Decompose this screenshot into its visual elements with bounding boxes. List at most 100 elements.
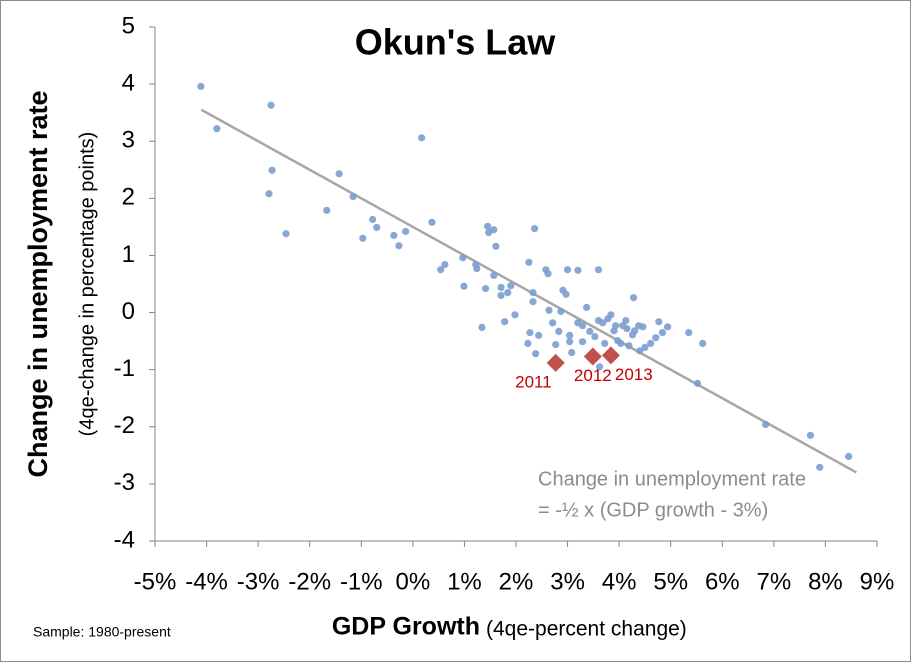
scatter-point [473, 264, 481, 273]
scatter-point [530, 225, 539, 233]
scatter-point [197, 82, 205, 90]
scatter-point [213, 125, 221, 133]
x-tick-label: -5% [134, 568, 177, 595]
y-tick-label: -1 [114, 355, 135, 382]
x-tick-label: 0% [396, 568, 431, 595]
scatter-point [544, 270, 552, 278]
scatter-point [647, 339, 655, 347]
scatter-point [531, 350, 540, 358]
scatter-point [636, 347, 644, 355]
scatter-point [267, 101, 275, 109]
scatter-point [586, 327, 594, 336]
scatter-point [552, 340, 560, 349]
scatter-point [525, 258, 533, 266]
scatter-point [349, 193, 357, 201]
scatter-point [545, 306, 553, 314]
scatter-point [529, 288, 537, 297]
x-tick-label: 4% [602, 568, 637, 595]
scatter-point [623, 324, 631, 333]
x-axis-note: (4qe-percent change) [486, 618, 687, 641]
scatter-point [428, 218, 436, 226]
scatter-point [441, 260, 449, 269]
scatter-point [268, 166, 276, 174]
x-tick-label: -1% [340, 568, 383, 595]
y-axis-note: (4qe-change in percentage points) [76, 132, 98, 437]
scatter-point [574, 266, 582, 274]
scatter-point [335, 170, 343, 178]
x-axis-title: GDP Growth [332, 613, 480, 641]
scatter-point [655, 318, 663, 326]
scatter-point [369, 215, 377, 224]
scatter-point [481, 284, 490, 293]
scatter-point [524, 339, 532, 347]
scatter-point [492, 242, 500, 250]
scatter-point [631, 327, 639, 335]
scatter-point [611, 322, 620, 330]
highlight-point [583, 347, 602, 366]
scatter-point [693, 379, 702, 387]
scatter-point [566, 338, 574, 346]
scatter-point [563, 266, 572, 274]
point-label: 2012 [574, 366, 612, 385]
scatter-point [437, 266, 445, 274]
scatter-point [497, 283, 505, 292]
annotation: = -½ x (GDP growth - 3%) [538, 499, 768, 521]
x-tick-label: 5% [653, 568, 688, 595]
footnote: Sample: 1980-present [33, 624, 171, 640]
scatter-point [699, 339, 707, 347]
scatter-point [591, 332, 599, 341]
scatter-point [762, 420, 770, 429]
scatter-point [282, 230, 290, 238]
scatter-point [490, 271, 498, 280]
scatter-point [652, 334, 660, 342]
highlight-point [546, 353, 565, 372]
y-tick-label: -4 [114, 526, 135, 553]
x-tick-label: -2% [288, 568, 331, 595]
scatter-point [529, 298, 537, 306]
scatter-point [599, 319, 607, 327]
scatter-point [507, 282, 515, 290]
scatter-point [402, 227, 410, 236]
scatter-point [497, 291, 505, 300]
scatter-point [535, 331, 543, 339]
x-tick-label: -4% [185, 568, 228, 595]
chart-title: Okun's Law [355, 22, 557, 63]
point-label: 2011 [515, 372, 552, 391]
scatter-point [816, 463, 824, 471]
scatter-point [641, 343, 649, 351]
y-tick-label: 1 [122, 241, 135, 268]
scatter-point [595, 363, 604, 371]
scatter-point [639, 323, 647, 331]
scatter-point [323, 206, 331, 214]
scatter-point [484, 222, 492, 230]
scatter-point [557, 307, 565, 316]
y-tick-label: 5 [122, 12, 135, 39]
y-tick-label: 4 [122, 69, 135, 96]
scatter-point [504, 288, 512, 297]
y-tick-label: -3 [114, 469, 135, 496]
scatter-point [501, 318, 509, 326]
x-tick-label: 2% [499, 568, 534, 595]
scatter-point [664, 323, 672, 331]
scatter-point [373, 223, 381, 232]
scatter-point [511, 311, 519, 319]
scatter-point [625, 342, 633, 350]
scatter-point [568, 348, 576, 357]
scatter-point [459, 254, 467, 262]
y-tick-label: 3 [122, 127, 135, 154]
scatter-point [566, 331, 574, 339]
scatter-point [390, 231, 398, 240]
x-tick-label: 6% [705, 568, 740, 595]
scatter-point [578, 338, 587, 346]
scatter-point [629, 294, 638, 302]
y-axis-title: Change in unemployment rate [23, 90, 53, 477]
x-tick-label: 8% [808, 568, 843, 595]
scatter-point [265, 190, 273, 198]
scatter-point [685, 328, 693, 337]
x-tick-label: 3% [550, 568, 585, 595]
scatter-point [418, 134, 426, 142]
highlight-point [601, 346, 620, 365]
scatter-point [478, 323, 486, 332]
